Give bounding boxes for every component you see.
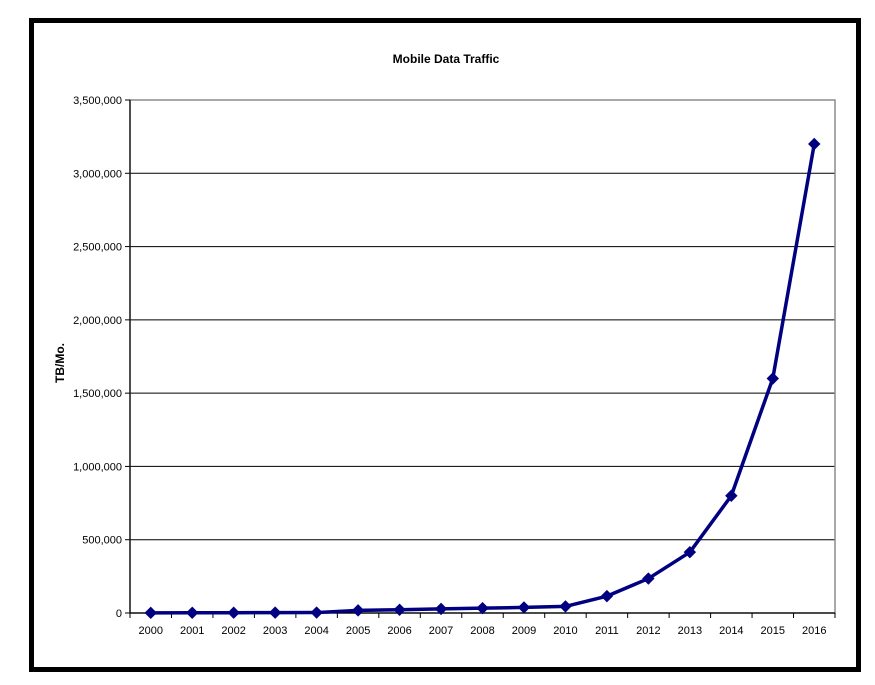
x-tick-label: 2001: [180, 625, 204, 637]
gridlines: [130, 172, 835, 541]
y-tick-label: 500,000: [82, 535, 122, 547]
series-line-path: [150, 143, 816, 615]
y-tick-label: 2,000,000: [73, 315, 122, 327]
x-tick-label: 2013: [678, 625, 702, 637]
x-tick-label: 2010: [553, 625, 577, 637]
data-point-marker: [476, 601, 489, 615]
data-point-marker: [185, 606, 199, 619]
data-point-marker: [683, 545, 697, 559]
data-point-marker: [559, 600, 572, 613]
x-tick-label: 2007: [429, 625, 453, 637]
y-tick-label: 3,500,000: [73, 95, 122, 107]
data-point-marker: [725, 489, 738, 502]
x-tick-label: 2015: [761, 625, 785, 637]
x-tick-label: 2002: [221, 625, 245, 637]
chart-canvas: Mobile Data Traffic TB/Mo. 0 500,000 1,000…: [53, 52, 836, 637]
data-point-marker: [517, 601, 531, 614]
x-tick-label: 2008: [470, 625, 494, 637]
x-tick-label: 2014: [719, 625, 743, 637]
x-tick-label: 2004: [304, 625, 328, 637]
data-point-marker: [227, 606, 240, 619]
x-tick-label: 2012: [636, 625, 660, 637]
y-tick-label: 3,000,000: [73, 168, 122, 180]
x-tick-labels: 2000 2001 2002 2003 2004 2005 2006 2007 2008 2009…: [138, 625, 826, 637]
data-point-marker: [766, 372, 780, 385]
data-point-marker: [642, 572, 655, 585]
data-markers: [144, 137, 821, 620]
data-point-marker: [144, 606, 157, 620]
data-point-marker: [434, 602, 448, 616]
y-tick-label: 1,000,000: [73, 461, 122, 473]
data-point-marker: [808, 137, 821, 151]
x-tick-label: 2016: [802, 625, 826, 637]
x-tick-label: 2011: [595, 625, 619, 637]
data-point-marker: [310, 606, 323, 619]
y-tick-label: 1,500,000: [73, 388, 122, 400]
axes: [125, 99, 836, 618]
plot-area-border: [129, 99, 836, 614]
x-tick-label: 2009: [512, 625, 536, 637]
data-point-marker: [351, 604, 365, 617]
x-tick-label: 2005: [346, 625, 370, 637]
x-tick-label: 2000: [138, 625, 162, 637]
data-point-marker: [268, 606, 282, 619]
y-tick-label: 0: [116, 608, 122, 620]
y-axis-title: TB/Mo.: [53, 343, 67, 383]
chart-frame: Mobile Data Traffic TB/Mo. 0 500,000 1,000…: [29, 18, 861, 672]
chart-title: Mobile Data Traffic: [393, 52, 500, 66]
data-point-marker: [393, 603, 406, 616]
series-line: [150, 143, 816, 615]
y-tick-labels: 0 500,000 1,000,000 1,500,000 2,000,000 2,500…: [73, 95, 122, 620]
data-point-marker: [600, 589, 614, 603]
y-tick-label: 2,500,000: [73, 242, 122, 254]
x-tick-label: 2003: [263, 625, 287, 637]
x-tick-label: 2006: [387, 625, 411, 637]
